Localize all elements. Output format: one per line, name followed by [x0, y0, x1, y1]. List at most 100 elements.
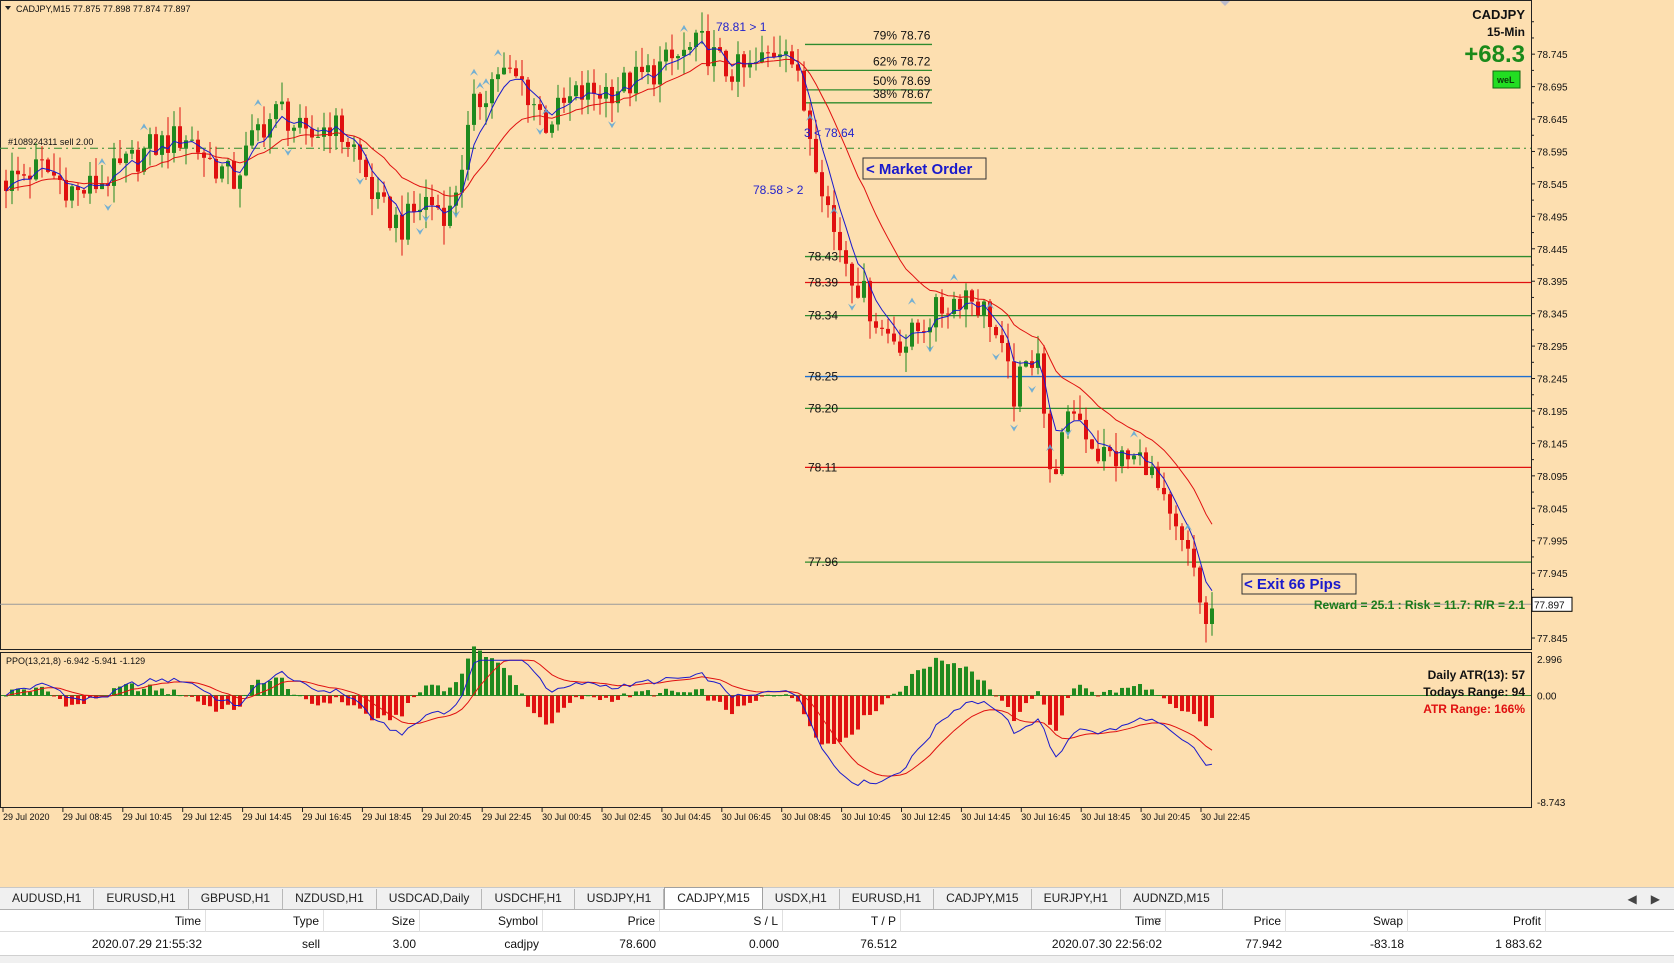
symbol-tab-bar: AUDUSD,H1 EURUSD,H1 GBPUSD,H1 NZDUSD,H1 USDC… [0, 887, 1674, 910]
histogram-bar [922, 668, 926, 696]
candle-body [370, 176, 374, 200]
symbol-tab[interactable]: USDCAD,Daily [377, 889, 483, 909]
candle-body [658, 61, 662, 85]
terminal-status-strip [0, 955, 1674, 963]
histogram-bar [244, 694, 248, 696]
column-header[interactable]: Time [0, 910, 206, 932]
histogram-bar [406, 695, 410, 703]
histogram-bar [1072, 688, 1076, 696]
column-header[interactable]: Size [324, 910, 420, 932]
column-header[interactable]: Type [206, 910, 324, 932]
symbol-tab[interactable]: EURUSD,H1 [840, 889, 935, 909]
ppo-line [5, 659, 1213, 787]
symbol-tab[interactable]: GBPUSD,H1 [189, 889, 284, 909]
symbol-tab[interactable]: CADJPY,M15 [934, 889, 1032, 909]
histogram-bar [220, 695, 224, 710]
histogram-bar [622, 693, 626, 696]
candle-body [520, 76, 524, 80]
candle-body [76, 186, 80, 191]
low-annotation: 78.58 > 2 [753, 183, 804, 197]
symbol-tab[interactable]: USDJPY,H1 [575, 889, 665, 909]
column-header[interactable]: Time [901, 910, 1166, 932]
candle-body [112, 158, 116, 186]
histogram-bar [778, 695, 782, 697]
column-header[interactable]: Price [543, 910, 660, 932]
chart-canvas[interactable]: 78.745 78.695 78.645 78.595 78.545 78.495 78.4… [0, 0, 1674, 887]
symbol-tab[interactable]: CADJPY,M15 [664, 887, 763, 909]
price-tick-label: 78.595 [1537, 147, 1568, 158]
histogram-bar [160, 688, 164, 696]
candle-body [454, 192, 458, 206]
column-header[interactable]: Profit [1408, 910, 1546, 932]
candle-body [646, 65, 650, 73]
tab-scroll-right-icon[interactable]: ▶ [1650, 892, 1660, 906]
symbol-tab[interactable]: USDX,H1 [763, 889, 840, 909]
candle-body [862, 280, 866, 298]
level-label: 78.25 [808, 370, 838, 384]
histogram-bar [1102, 691, 1106, 696]
histogram-bar [76, 695, 80, 705]
histogram-bar [652, 695, 656, 697]
histogram-bar [316, 695, 320, 706]
candle-body [796, 64, 800, 71]
time-tick-label: 29 Jul 14:45 [243, 812, 292, 822]
candle-body [64, 179, 68, 201]
symbol-tab[interactable]: AUDNZD,M15 [1121, 889, 1223, 909]
price-tick-label: 78.495 [1537, 212, 1568, 223]
histogram-bar [52, 695, 56, 697]
candle-body [118, 158, 122, 164]
candle-body [184, 140, 188, 148]
candle-body [46, 159, 50, 172]
candle-body [136, 149, 140, 172]
table-row[interactable]: 2020.07.29 21:55:32 sell 3.00 cadjpy 78.600 0… [0, 933, 1674, 955]
histogram-bar [1024, 695, 1028, 704]
candle-body [280, 101, 284, 105]
symbol-tab[interactable]: EURUSD,H1 [94, 889, 189, 909]
histogram-bar [196, 695, 200, 702]
histogram-bar [310, 695, 314, 704]
histogram-bar [1186, 695, 1190, 712]
column-header[interactable]: T / P [783, 910, 901, 932]
candle-body [874, 321, 878, 328]
fib-label: 62% 78.72 [873, 54, 931, 68]
candle-body [28, 175, 32, 180]
fib-label: 38% 78.67 [873, 87, 931, 101]
histogram-bar [880, 695, 884, 705]
histogram-bar [1066, 695, 1070, 699]
symbol-tab[interactable]: USDCHF,H1 [482, 889, 575, 909]
candle-body [166, 135, 170, 153]
candle-body [802, 70, 806, 111]
histogram-bar [526, 695, 530, 707]
candle-body [1114, 451, 1118, 467]
price-tick-label: 78.445 [1537, 245, 1568, 256]
time-tick-label: 29 Jul 22:45 [482, 812, 531, 822]
symbol-tab[interactable]: AUDUSD,H1 [0, 889, 95, 909]
histogram-bar [154, 690, 158, 696]
histogram-bar [274, 677, 278, 696]
symbol-tab[interactable]: NZDUSD,H1 [283, 889, 377, 909]
sort-desc-icon[interactable]: ▽ [1154, 916, 1161, 926]
candle-body [664, 49, 668, 62]
price-chart-panel[interactable]: 78.745 78.695 78.645 78.595 78.545 78.495 78.4… [0, 0, 1674, 887]
candle-body [760, 52, 764, 63]
column-header[interactable]: Price [1166, 910, 1286, 932]
histogram-bar [556, 695, 560, 713]
histogram-bar [598, 695, 602, 701]
fractal-up-arrow-icon [908, 297, 916, 305]
candles-group [4, 12, 1214, 643]
symbol-tab[interactable]: EURJPY,H1 [1032, 889, 1122, 909]
candle-body [376, 192, 380, 200]
candle-body [160, 135, 164, 155]
column-header[interactable]: Symbol [420, 910, 543, 932]
time-tick-label: 30 Jul 14:45 [961, 812, 1010, 822]
candle-body [544, 109, 548, 133]
column-header[interactable]: Swap [1286, 910, 1408, 932]
candle-body [220, 166, 224, 179]
column-header[interactable]: S / L [660, 910, 783, 932]
histogram-bar [178, 695, 182, 697]
level-label: 78.11 [808, 460, 837, 474]
histogram-bar [16, 688, 20, 696]
fractal-up-arrow-icon [1184, 523, 1192, 531]
tab-scroll-left-icon[interactable]: ◀ [1627, 892, 1637, 906]
histogram-bar [364, 695, 368, 714]
